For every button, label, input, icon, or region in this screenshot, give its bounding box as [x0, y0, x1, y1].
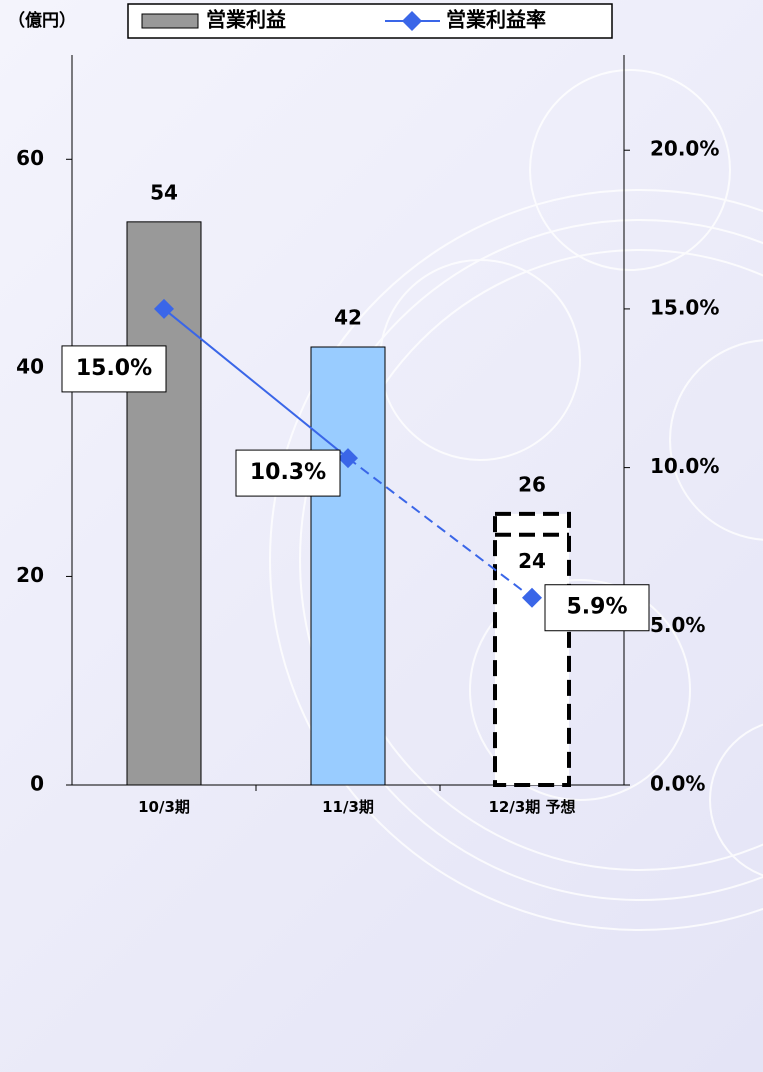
y2-tick-label: 15.0% — [650, 295, 719, 319]
legend-label: 営業利益率 — [446, 8, 546, 32]
value-label-box — [235, 449, 341, 497]
x-tick-label: 12/3期 予想 — [488, 798, 576, 816]
y-tick-label: 40 — [16, 354, 44, 378]
y2-tick-label: 5.0% — [650, 613, 705, 637]
y2-tick-label: 20.0% — [650, 137, 719, 161]
x-tick-label: 10/3期 — [138, 798, 190, 816]
legend-marker — [402, 11, 422, 31]
y2-tick-label: 0.0% — [650, 772, 705, 796]
bar — [310, 346, 386, 786]
line-segment — [347, 457, 533, 599]
y2-tick-label: 10.0% — [650, 454, 719, 478]
legend-label: 営業利益 — [206, 8, 286, 32]
x-tick-label: 11/3期 — [322, 798, 374, 816]
legend-swatch — [141, 13, 199, 29]
value-label-box — [61, 345, 167, 393]
line-marker — [522, 587, 542, 608]
legend-box — [127, 3, 613, 39]
y-tick-label: 20 — [16, 563, 44, 587]
bar-value-label: 54 — [150, 180, 178, 204]
line-marker — [338, 448, 358, 469]
line-marker — [154, 298, 174, 319]
line-value-label: 5.9% — [566, 595, 627, 620]
unit-label: （億円） — [8, 10, 76, 31]
line-segment — [163, 308, 349, 459]
value-label-box — [544, 584, 650, 632]
range-low-label: 24 — [518, 549, 546, 573]
line-value-label: 10.3% — [250, 460, 326, 485]
line-value-label: 15.0% — [76, 356, 152, 381]
y-tick-label: 60 — [16, 146, 44, 170]
y-tick-label: 0 — [30, 772, 44, 796]
bar-value-label: 26 — [518, 472, 546, 496]
bar — [493, 511, 571, 787]
bar-value-label: 42 — [334, 306, 362, 330]
